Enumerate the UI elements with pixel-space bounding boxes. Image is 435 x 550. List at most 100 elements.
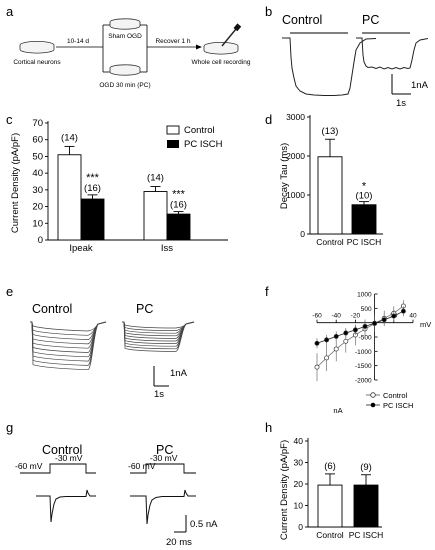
chart-c: Current Density (pA/pF) 010203040506070 … bbox=[10, 118, 228, 254]
arrowhead-icon bbox=[196, 44, 202, 50]
chart-c-ytick-label: 0 bbox=[38, 235, 43, 246]
panel-label-h: h bbox=[265, 420, 272, 435]
voltage-protocol-pc bbox=[130, 463, 196, 474]
chart-d: Decay Tau (ms) 0 1000 2000 3000 (13) Control… bbox=[279, 112, 383, 247]
xlabel-f: mV bbox=[420, 320, 431, 329]
chart-h: Current Density (pA/pF) 0 10 20 30 40 (6) Con… bbox=[279, 436, 383, 540]
panel-label-e: e bbox=[6, 284, 13, 299]
control-trace bbox=[30, 321, 107, 371]
chart-h-ytick-label: 30 bbox=[294, 458, 304, 468]
category-label: PC ISCH bbox=[349, 530, 383, 540]
chart-d-ytick-label: 0 bbox=[300, 229, 305, 239]
control-trace bbox=[282, 37, 377, 96]
step-potential-label: -30 mV bbox=[55, 453, 83, 463]
data-point-pc-isch bbox=[381, 317, 387, 323]
dish-icon bbox=[109, 64, 141, 76]
holding-potential-label: -60 mV bbox=[15, 461, 43, 471]
pc-current-trace bbox=[130, 489, 196, 525]
data-point-control bbox=[324, 355, 330, 361]
category-label: Ipeak bbox=[69, 243, 92, 254]
ylabel-f: nA bbox=[333, 406, 342, 415]
scale-label-x: 20 ms bbox=[166, 537, 192, 548]
chart-c-ytick-label: 40 bbox=[32, 168, 43, 179]
category-label: Control bbox=[316, 237, 344, 247]
ylabel-h: Current Density (pA/pF) bbox=[279, 440, 290, 540]
holding-potential-label: -60 mV bbox=[128, 461, 156, 471]
panel-e-traces: Control PC 1nA 1s bbox=[30, 302, 195, 400]
recording-dish-icon bbox=[203, 23, 242, 55]
bar-pc-isch bbox=[353, 484, 379, 528]
data-point-control bbox=[314, 364, 320, 370]
electrode-icon bbox=[221, 28, 237, 47]
legend-swatch-control bbox=[166, 125, 180, 135]
chart-f-ytick-label: 500 bbox=[361, 306, 372, 313]
trace-label-pc: PC bbox=[136, 302, 153, 316]
bar-control bbox=[317, 484, 343, 528]
dish-icon bbox=[19, 41, 55, 54]
data-point-pc-isch bbox=[314, 340, 320, 346]
chart-c-ytick-label: 60 bbox=[32, 135, 43, 146]
legend-label-control: Control bbox=[383, 391, 408, 400]
pc-trace bbox=[122, 321, 195, 352]
legend-label-control: Control bbox=[184, 125, 215, 136]
significance-marker: * bbox=[362, 181, 367, 193]
chart-h-ytick-label: 40 bbox=[294, 436, 304, 446]
n-label: (10) bbox=[356, 191, 373, 202]
panel-a-diagram: Cortical neurons 10-14 d Sham OGD OGD 30… bbox=[13, 18, 251, 89]
recover-label: Recover 1 h bbox=[155, 38, 190, 45]
chart-f-ytick-label: 1000 bbox=[357, 292, 372, 299]
bar-control bbox=[317, 156, 343, 235]
control-current-trace bbox=[36, 489, 96, 523]
electrode-holder-icon bbox=[233, 23, 242, 32]
scale-label-y: 1nA bbox=[411, 80, 429, 91]
series-line-pc-isch bbox=[316, 310, 404, 344]
scale-label-y: 1nA bbox=[170, 368, 188, 379]
control-trace-family bbox=[30, 321, 107, 371]
whole-cell-label: Whole cell recording bbox=[192, 59, 251, 66]
chart-d-ytick-label: 3000 bbox=[286, 112, 305, 122]
category-label: PC ISCH bbox=[347, 237, 381, 247]
significance-marker: *** bbox=[86, 172, 100, 184]
pc-trace bbox=[356, 37, 429, 70]
trace-label-control: Control bbox=[32, 302, 72, 316]
data-point-pc-isch bbox=[352, 327, 358, 333]
scale-label-x: 1s bbox=[154, 389, 164, 400]
chart-h-ytick-label: 20 bbox=[294, 479, 304, 489]
data-point-pc-isch bbox=[362, 323, 368, 329]
legend-f: Control PC ISCH bbox=[366, 391, 413, 410]
chart-d-ytick-label: 1000 bbox=[286, 190, 305, 200]
trace-label-control: Control bbox=[282, 13, 322, 27]
chart-c-ytick-label: 50 bbox=[32, 151, 43, 162]
chart-c-ytick-label: 20 bbox=[32, 202, 43, 213]
n-label: (14) bbox=[147, 173, 164, 184]
chart-c-ytick-label: 70 bbox=[32, 118, 43, 129]
step-potential-label: -30 mV bbox=[150, 453, 178, 463]
data-point-pc-isch bbox=[324, 337, 330, 343]
panel-g-traces: Control PC -60 mV -30 mV -60 mV -30 mV 0… bbox=[15, 443, 218, 548]
trace-label-pc: PC bbox=[362, 13, 379, 27]
pc-trace-family bbox=[122, 321, 195, 352]
bar-control-ipeak bbox=[57, 154, 82, 241]
n-label: (16) bbox=[170, 200, 187, 211]
chart-h-ytick-label: 0 bbox=[298, 522, 303, 532]
bar-pc-isch-iss bbox=[166, 213, 191, 241]
n-label: (14) bbox=[61, 132, 78, 143]
panel-label-c: c bbox=[6, 112, 13, 127]
panel-b-traces: Control PC 1nA 1s bbox=[282, 13, 429, 109]
legend-c: Control PC ISCH bbox=[166, 125, 223, 150]
sham-ogd-label: Sham OGD bbox=[108, 33, 142, 40]
data-point-pc-isch bbox=[343, 330, 349, 336]
n-label: (6) bbox=[324, 461, 336, 472]
dish-icon bbox=[109, 18, 141, 30]
data-point-pc-isch bbox=[400, 308, 406, 314]
data-point-pc-isch bbox=[391, 313, 397, 319]
chart-f: -60-40-202040-2000-1500-1000-5005001000 … bbox=[312, 292, 431, 416]
scale-label-y: 0.5 nA bbox=[190, 519, 218, 530]
bar-control-iss bbox=[143, 191, 168, 241]
culture-time-label: 10-14 d bbox=[67, 38, 89, 45]
chart-c-ytick-label: 10 bbox=[32, 218, 43, 229]
trace-label-control: Control bbox=[42, 443, 82, 457]
chart-f-ytick-label: -1000 bbox=[355, 349, 372, 356]
trace-label-pc: PC bbox=[156, 443, 173, 457]
voltage-protocol-control bbox=[20, 463, 96, 474]
